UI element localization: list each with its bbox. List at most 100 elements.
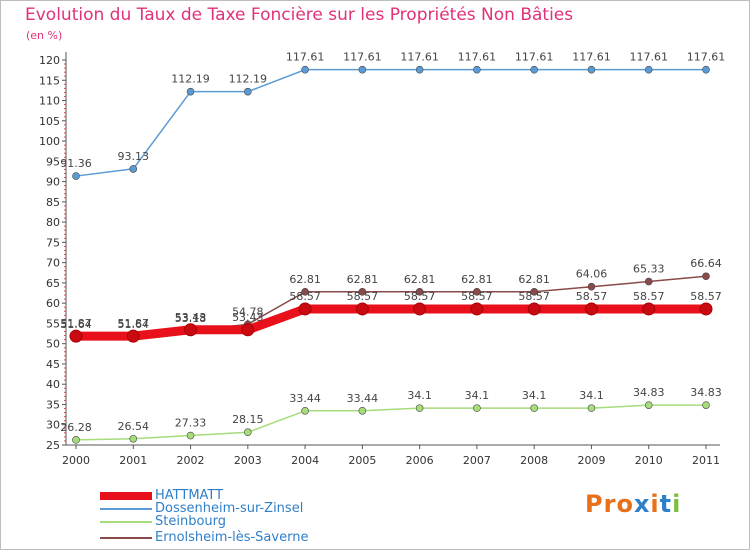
data-point <box>126 329 140 343</box>
logo-letter: P <box>585 490 604 518</box>
x-tick-label: 2001 <box>119 454 147 467</box>
data-point <box>702 401 710 409</box>
data-point <box>72 172 80 180</box>
proxiti-logo: Proxiti <box>585 490 681 518</box>
data-point <box>415 404 424 412</box>
data-point <box>244 428 252 437</box>
data-point <box>644 65 653 74</box>
data-label: 58.57 <box>518 290 550 303</box>
data-point <box>470 302 484 316</box>
y-tick-label: 85 <box>46 196 60 209</box>
legend-label: Dossenheim-sur-Zinsel <box>155 501 304 516</box>
data-label: 28.15 <box>232 413 264 426</box>
y-tick-label: 90 <box>46 176 60 189</box>
y-tick-label: 25 <box>46 439 60 452</box>
data-point <box>702 65 710 74</box>
series-line <box>71 304 711 341</box>
data-point <box>530 287 538 296</box>
data-label: 58.57 <box>347 290 379 303</box>
legend-swatch <box>100 492 152 500</box>
data-label: 117.61 <box>400 51 439 64</box>
data-label: 54.78 <box>232 305 264 318</box>
data-label: 53.43 <box>232 311 264 324</box>
x-tick-label: 2004 <box>291 454 319 467</box>
logo-letter: t <box>659 490 673 518</box>
legend-label: Ernolsheim-lès-Saverne <box>155 530 309 545</box>
data-label: 33.44 <box>347 392 379 405</box>
y-tick-label: 105 <box>39 115 60 128</box>
y-tick-label: 70 <box>46 257 60 270</box>
legend-swatch <box>100 521 152 523</box>
y-tick-label: 35 <box>46 398 60 411</box>
data-label: 27.33 <box>175 417 207 430</box>
data-label: 51.64 <box>118 318 150 331</box>
data-point <box>72 436 80 444</box>
data-point <box>184 323 198 337</box>
logo-letter: o <box>616 490 634 518</box>
data-label: 53.43 <box>175 311 207 324</box>
data-label: 112.19 <box>229 73 268 86</box>
logo-letter: x <box>633 490 651 518</box>
data-label: 65.33 <box>633 263 665 276</box>
data-label: 58.57 <box>690 290 722 303</box>
data-point <box>129 165 138 173</box>
data-point <box>69 329 83 343</box>
y-tick-label: 100 <box>39 135 60 148</box>
data-point <box>587 65 596 74</box>
y-tick-label: 40 <box>46 378 60 391</box>
y-tick-label: 45 <box>46 358 60 371</box>
data-point <box>415 287 424 296</box>
x-tick-label: 2011 <box>692 454 720 467</box>
data-label: 51.87 <box>118 317 150 330</box>
logo-letter: r <box>603 490 617 518</box>
data-label: 51.87 <box>60 317 92 330</box>
x-tick-label: 2003 <box>234 454 262 467</box>
data-point <box>358 287 367 296</box>
data-point <box>527 302 541 316</box>
x-tick-label: 2007 <box>463 454 491 467</box>
data-label: 34.1 <box>465 389 490 402</box>
data-label: 66.64 <box>690 257 722 270</box>
y-tick-label: 65 <box>46 277 60 290</box>
data-point <box>186 87 195 96</box>
data-point <box>473 404 481 412</box>
y-tick-label: 50 <box>46 338 60 351</box>
x-tick-label: 2002 <box>177 454 205 467</box>
chart-title: Evolution du Taux de Taxe Foncière sur l… <box>25 5 574 25</box>
y-tick-label: 55 <box>46 317 60 330</box>
x-tick-label: 2006 <box>406 454 434 467</box>
data-label: 117.61 <box>343 51 382 64</box>
data-point <box>129 434 138 443</box>
x-tick-label: 2008 <box>520 454 548 467</box>
data-label: 62.81 <box>404 273 436 286</box>
data-point <box>587 282 596 291</box>
data-label: 26.54 <box>118 420 150 433</box>
y-tick-label: 120 <box>39 54 60 67</box>
data-label: 58.57 <box>633 290 665 303</box>
data-label: 117.61 <box>515 51 554 64</box>
data-label: 91.36 <box>60 157 92 170</box>
data-label: 58.57 <box>576 290 608 303</box>
data-label: 34.1 <box>407 389 432 402</box>
y-tick-label: 110 <box>39 95 60 108</box>
y-tick-label: 95 <box>46 155 60 168</box>
logo-letter: i <box>650 490 660 518</box>
data-label: 117.61 <box>687 51 726 64</box>
x-tick-label: 2005 <box>348 454 376 467</box>
data-label: 117.61 <box>629 51 668 64</box>
data-label: 34.1 <box>522 389 547 402</box>
legend-label: Steinbourg <box>155 514 227 529</box>
data-point <box>642 302 656 316</box>
x-tick-label: 2009 <box>577 454 605 467</box>
data-label: 51.64 <box>60 318 92 331</box>
series-line <box>75 68 707 177</box>
data-label: 53.18 <box>175 312 207 325</box>
data-point <box>473 65 481 74</box>
series-line <box>75 404 707 441</box>
data-point <box>244 87 252 96</box>
data-point <box>644 401 653 409</box>
data-label: 62.81 <box>518 273 550 286</box>
data-point <box>415 65 424 74</box>
